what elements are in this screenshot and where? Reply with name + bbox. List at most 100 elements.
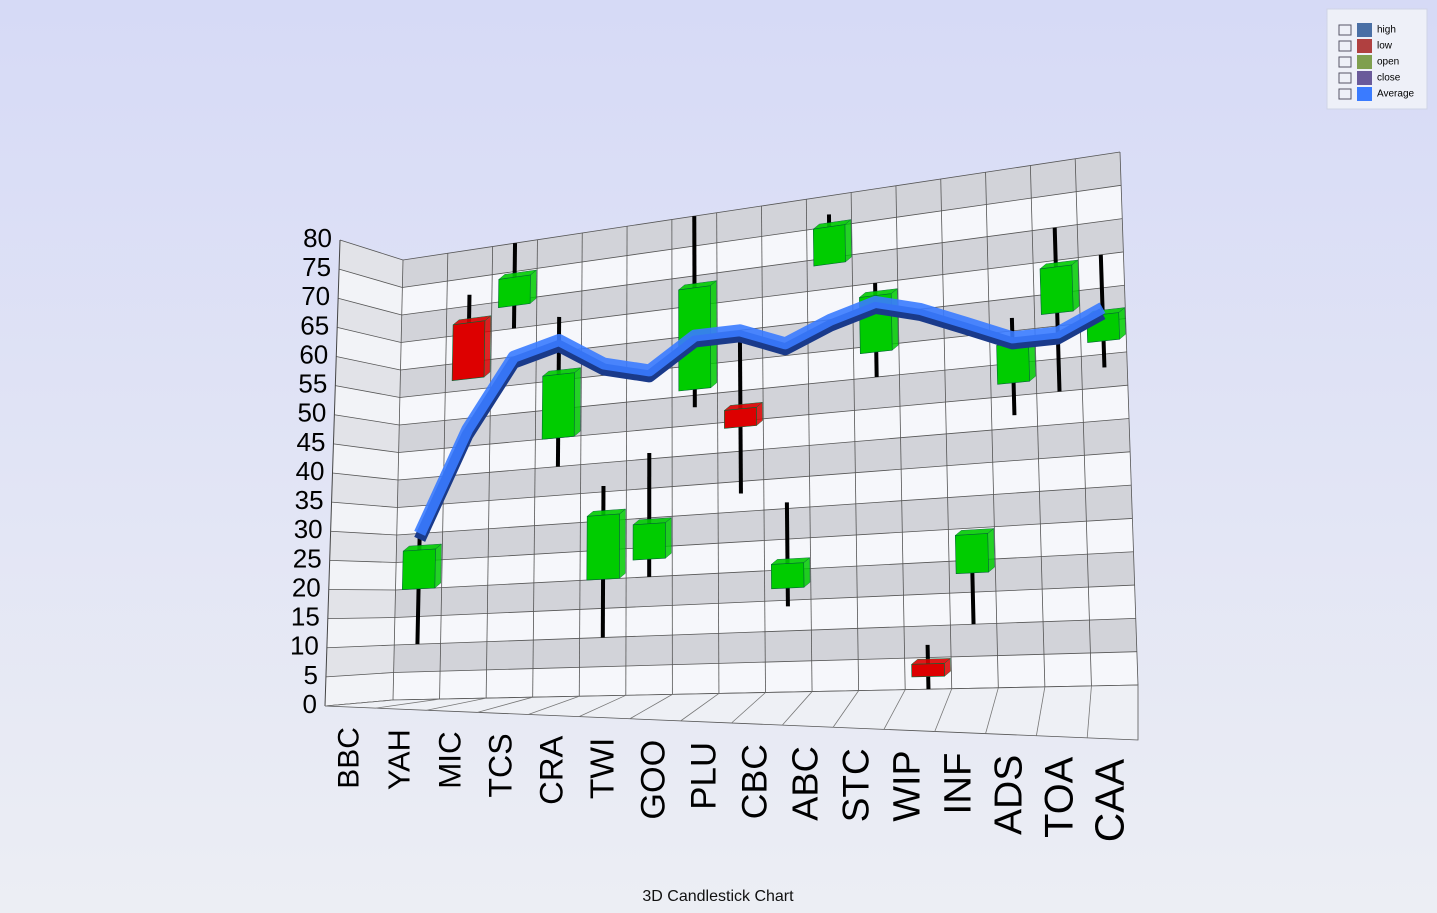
candle-body — [812, 224, 846, 267]
legend-swatch — [1357, 55, 1372, 69]
y-tick-label: 50 — [297, 398, 326, 428]
candle-body-side — [434, 543, 442, 589]
side-grid-line — [325, 672, 394, 678]
y-tick-label: 55 — [298, 369, 327, 399]
y-tick-label: 45 — [297, 427, 326, 457]
vertical-grid-line — [895, 185, 906, 690]
x-tick-label: ABC — [784, 746, 825, 821]
side-grid-line — [337, 326, 402, 343]
y-tick-label: 35 — [295, 485, 324, 515]
candle-body — [911, 663, 945, 678]
y-tick-label: 75 — [302, 252, 331, 282]
side-grid-line — [332, 472, 399, 481]
side-grid-line — [333, 443, 399, 453]
legend-swatch — [1357, 23, 1372, 37]
legend: high low open close Average — [1338, 23, 1415, 101]
side-wall-band — [328, 560, 397, 590]
legend-label: low — [1377, 41, 1393, 52]
vertical-grid-line — [625, 226, 628, 696]
y-tick-label: 40 — [296, 456, 325, 486]
x-tick-label: TOA — [1037, 756, 1081, 838]
axis-line — [324, 239, 341, 707]
y-tick-label: 20 — [292, 572, 321, 602]
side-grid-line — [326, 644, 395, 649]
candle-body — [770, 562, 805, 590]
vertical-grid-line — [940, 178, 953, 689]
x-tick-label: YAH — [381, 729, 416, 790]
candle-body — [632, 522, 666, 561]
vertical-grid-line — [1029, 165, 1046, 687]
legend-swatch — [1357, 71, 1372, 85]
candle-body — [724, 406, 757, 429]
side-grid-line — [339, 239, 404, 261]
legend-swatch — [1357, 87, 1372, 101]
side-wall-band — [332, 443, 399, 480]
x-tick-label: TWI — [584, 738, 621, 799]
legend-label: high — [1377, 25, 1396, 36]
legend-icon — [1338, 72, 1352, 84]
y-tick-label: 30 — [294, 514, 323, 544]
y-tick-label: 5 — [303, 660, 317, 690]
side-wall-band — [325, 672, 394, 706]
legend-box — [1326, 8, 1428, 110]
floor-grid-line — [528, 695, 580, 715]
vertical-grid-line — [716, 212, 720, 694]
y-tick-label: 0 — [303, 689, 317, 719]
legend-icon — [1338, 24, 1352, 36]
x-tick-label: GOO — [634, 740, 672, 820]
vertical-grid-line — [485, 246, 494, 699]
side-wall-band — [334, 385, 400, 425]
candle-body-side — [665, 517, 672, 559]
floor-grid-line — [477, 696, 533, 713]
floor-grid-line — [1086, 685, 1092, 738]
floor-grid-line — [731, 692, 766, 724]
side-wall-band — [331, 473, 398, 508]
vertical-grid-line — [532, 239, 538, 698]
side-wall-band — [329, 531, 397, 563]
vertical-grid-line — [1074, 158, 1092, 686]
candle-body-side — [573, 367, 581, 437]
vertical-grid-line — [985, 172, 999, 688]
candle-body — [1039, 264, 1074, 315]
side-wall-band — [337, 298, 402, 343]
side-wall-band — [338, 269, 403, 315]
candle-body-side — [619, 508, 626, 579]
x-tick-label: TCS — [482, 733, 518, 797]
vertical-grid-line — [761, 205, 766, 693]
candle-body — [541, 372, 575, 440]
x-tick-label: CAA — [1086, 759, 1132, 842]
side-grid-line — [336, 356, 401, 371]
side-grid-line — [329, 559, 397, 563]
vertical-grid-line — [671, 219, 673, 695]
floor-grid-line — [934, 688, 953, 732]
legend-label: open — [1377, 57, 1399, 68]
y-tick-label: 80 — [303, 223, 332, 253]
legend-swatch — [1357, 39, 1372, 53]
legend-icon — [1338, 56, 1352, 68]
candle-body-side — [844, 219, 852, 263]
side-wall-band — [336, 327, 402, 370]
candle-body — [954, 533, 989, 575]
side-grid-line — [335, 385, 400, 398]
vertical-grid-line — [392, 259, 404, 701]
x-tick-label: PLU — [684, 742, 723, 810]
side-grid-line — [328, 589, 396, 591]
x-tick-label: ADS — [987, 755, 1030, 835]
candle-body-side — [529, 269, 537, 305]
side-grid-line — [327, 617, 395, 620]
side-grid-line — [331, 501, 398, 508]
side-wall-band — [326, 617, 395, 648]
vertical-grid-line — [850, 192, 860, 691]
x-tick-label: CBC — [734, 744, 774, 819]
average-line — [414, 295, 1106, 536]
side-grid-line — [334, 414, 400, 426]
side-wall-band — [325, 645, 395, 677]
y-tick-label: 60 — [299, 339, 328, 369]
side-wall-band — [327, 589, 396, 619]
x-tick-label: WIP — [885, 750, 927, 821]
floor-grid-line — [782, 691, 813, 726]
floor-grid-line — [426, 697, 487, 711]
y-tick-label: 15 — [291, 602, 320, 632]
y-tick-label: 70 — [301, 281, 330, 311]
